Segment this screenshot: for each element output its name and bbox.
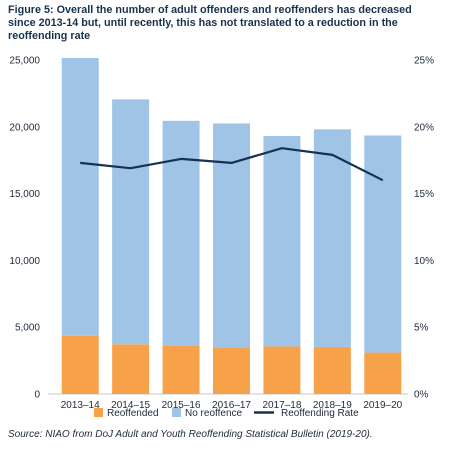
bar-no-reoffence-5 xyxy=(313,129,351,347)
bar-reoffended-5 xyxy=(313,346,351,394)
legend: Reoffended No reoffence Reoffending Rate xyxy=(94,408,359,419)
bars-group xyxy=(61,57,402,394)
right-tick-label: 5% xyxy=(414,323,429,334)
bar-reoffended-1 xyxy=(112,344,150,394)
left-tick-label: 20,000 xyxy=(9,122,40,133)
right-axis-ticks: 0% 5% 10% 15% 20% 25% xyxy=(414,56,434,401)
left-tick-label: 5,000 xyxy=(15,323,40,334)
left-tick-label: 10,000 xyxy=(9,256,40,267)
x-axis-ticks: 2013–14 2014–15 2015–16 2016–17 2017–18 2018–… xyxy=(61,400,403,411)
legend-swatch-reoffended xyxy=(94,408,103,417)
right-tick-label: 25% xyxy=(414,56,434,67)
x-tick-label: 2016–17 xyxy=(212,400,251,411)
bar-reoffended-2 xyxy=(162,345,200,394)
x-tick-label: 2017–18 xyxy=(262,400,301,411)
bar-reoffended-0 xyxy=(61,335,99,394)
bar-no-reoffence-3 xyxy=(213,123,250,348)
right-tick-label: 0% xyxy=(414,390,429,401)
x-tick-label: 2013–14 xyxy=(61,400,100,411)
rate-line-group xyxy=(80,147,384,182)
bar-reoffended-4 xyxy=(263,346,301,394)
left-tick-label: 25,000 xyxy=(9,56,40,67)
source-note: Source: NIAO from DoJ Adult and Youth Re… xyxy=(8,429,373,440)
legend-swatch-no-reoffence xyxy=(172,408,181,417)
right-tick-label: 10% xyxy=(414,256,434,267)
legend-label-rate: Reoffending Rate xyxy=(281,408,359,419)
bar-reoffended-6 xyxy=(364,352,402,394)
bar-no-reoffence-0 xyxy=(61,57,99,336)
bar-no-reoffence-1 xyxy=(112,99,150,345)
legend-label-reoffended: Reoffended xyxy=(107,408,159,419)
reoffending-rate-line xyxy=(80,147,384,182)
x-tick-label: 2019–20 xyxy=(363,400,402,411)
x-tick-label: 2015–16 xyxy=(162,400,201,411)
x-tick-label: 2018–19 xyxy=(313,400,352,411)
chart-title: Figure 5: Overall the number of adult of… xyxy=(8,4,412,42)
right-tick-label: 20% xyxy=(414,122,434,133)
left-tick-label: 0 xyxy=(34,390,40,401)
left-tick-label: 15,000 xyxy=(9,189,40,200)
bar-no-reoffence-4 xyxy=(263,136,301,347)
x-tick-label: 2014–15 xyxy=(111,400,150,411)
bar-reoffended-3 xyxy=(213,347,250,394)
bar-no-reoffence-2 xyxy=(162,120,200,346)
bar-no-reoffence-6 xyxy=(364,135,402,353)
legend-label-no-reoffence: No reoffence xyxy=(185,408,243,419)
right-tick-label: 15% xyxy=(414,189,434,200)
left-axis-ticks: 0 5,000 10,000 15,000 20,000 25,000 xyxy=(9,56,40,401)
